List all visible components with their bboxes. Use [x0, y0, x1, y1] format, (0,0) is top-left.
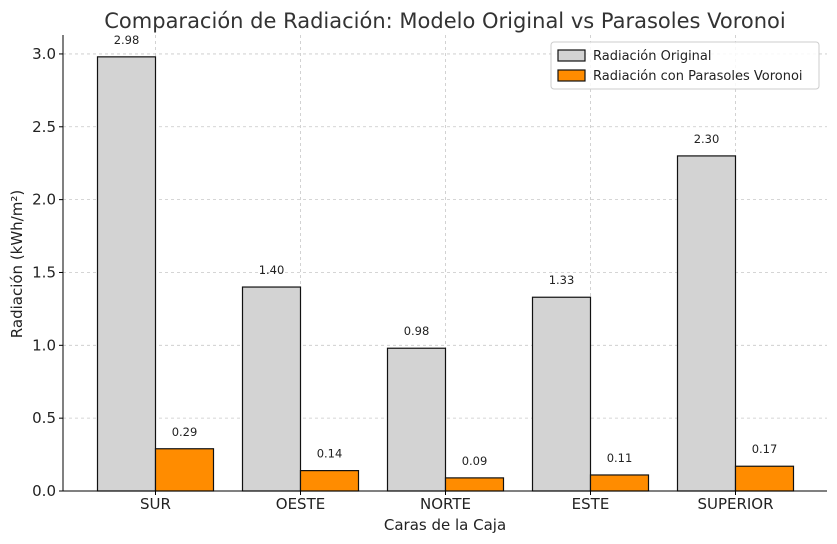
- axes: [59, 35, 827, 495]
- bar-original: [386, 347, 447, 492]
- bar-original: [531, 296, 592, 492]
- data-label: 0.11: [607, 451, 633, 465]
- bar-voronoi: [734, 465, 795, 492]
- x-tick-label: SUR: [140, 495, 171, 513]
- data-label: 0.17: [752, 442, 778, 456]
- data-label: 0.09: [462, 454, 488, 468]
- bar-voronoi: [589, 474, 650, 492]
- data-labels: 2.98 1.40 0.98 1.33 2.30 0.29 0.14 0.09 0.11 0.17: [114, 33, 778, 468]
- y-tick-label: 0.0: [32, 482, 56, 500]
- data-label: 0.29: [172, 425, 198, 439]
- y-tick-label: 1.0: [32, 336, 56, 354]
- legend: Radiación Original Radiación con Parasole…: [550, 41, 820, 90]
- bar-voronoi: [299, 470, 360, 492]
- bars: [96, 56, 795, 492]
- data-label: 0.98: [404, 324, 430, 338]
- y-tick-label: 2.0: [32, 191, 56, 209]
- legend-swatch: [557, 69, 586, 82]
- bar-voronoi: [444, 477, 505, 492]
- x-tick-label: NORTE: [420, 495, 471, 513]
- data-label: 2.98: [114, 33, 140, 47]
- x-tick-label: ESTE: [572, 495, 610, 513]
- x-tick-label: SUPERIOR: [697, 495, 773, 513]
- bar-original: [676, 155, 737, 492]
- bar-voronoi: [154, 448, 215, 492]
- legend-label: Radiación con Parasoles Voronoi: [593, 69, 803, 84]
- x-tick-label: OESTE: [276, 495, 325, 513]
- data-label: 1.33: [549, 273, 575, 287]
- chart-title: Comparación de Radiación: Modelo Origina…: [104, 9, 785, 33]
- y-tick-label: 2.5: [32, 118, 56, 136]
- data-label: 1.40: [259, 263, 285, 277]
- x-axis-label: Caras de la Caja: [384, 516, 506, 534]
- y-tick-label: 1.5: [32, 263, 56, 281]
- legend-label: Radiación Original: [593, 49, 712, 64]
- y-axis-label: Radiación (kWh/m²): [8, 190, 26, 338]
- legend-swatch: [557, 49, 586, 62]
- legend-box: [550, 41, 820, 90]
- bar-original: [241, 286, 302, 492]
- data-label: 2.30: [694, 132, 720, 146]
- bar-original: [96, 56, 157, 492]
- data-label: 0.14: [317, 447, 343, 461]
- tick-labels: 0.0 0.5 1.0 1.5 2.0 2.5 3.0 SUR OESTE NORTE ESTE SU…: [32, 45, 773, 513]
- y-tick-label: 0.5: [32, 409, 56, 427]
- y-tick-label: 3.0: [32, 45, 56, 63]
